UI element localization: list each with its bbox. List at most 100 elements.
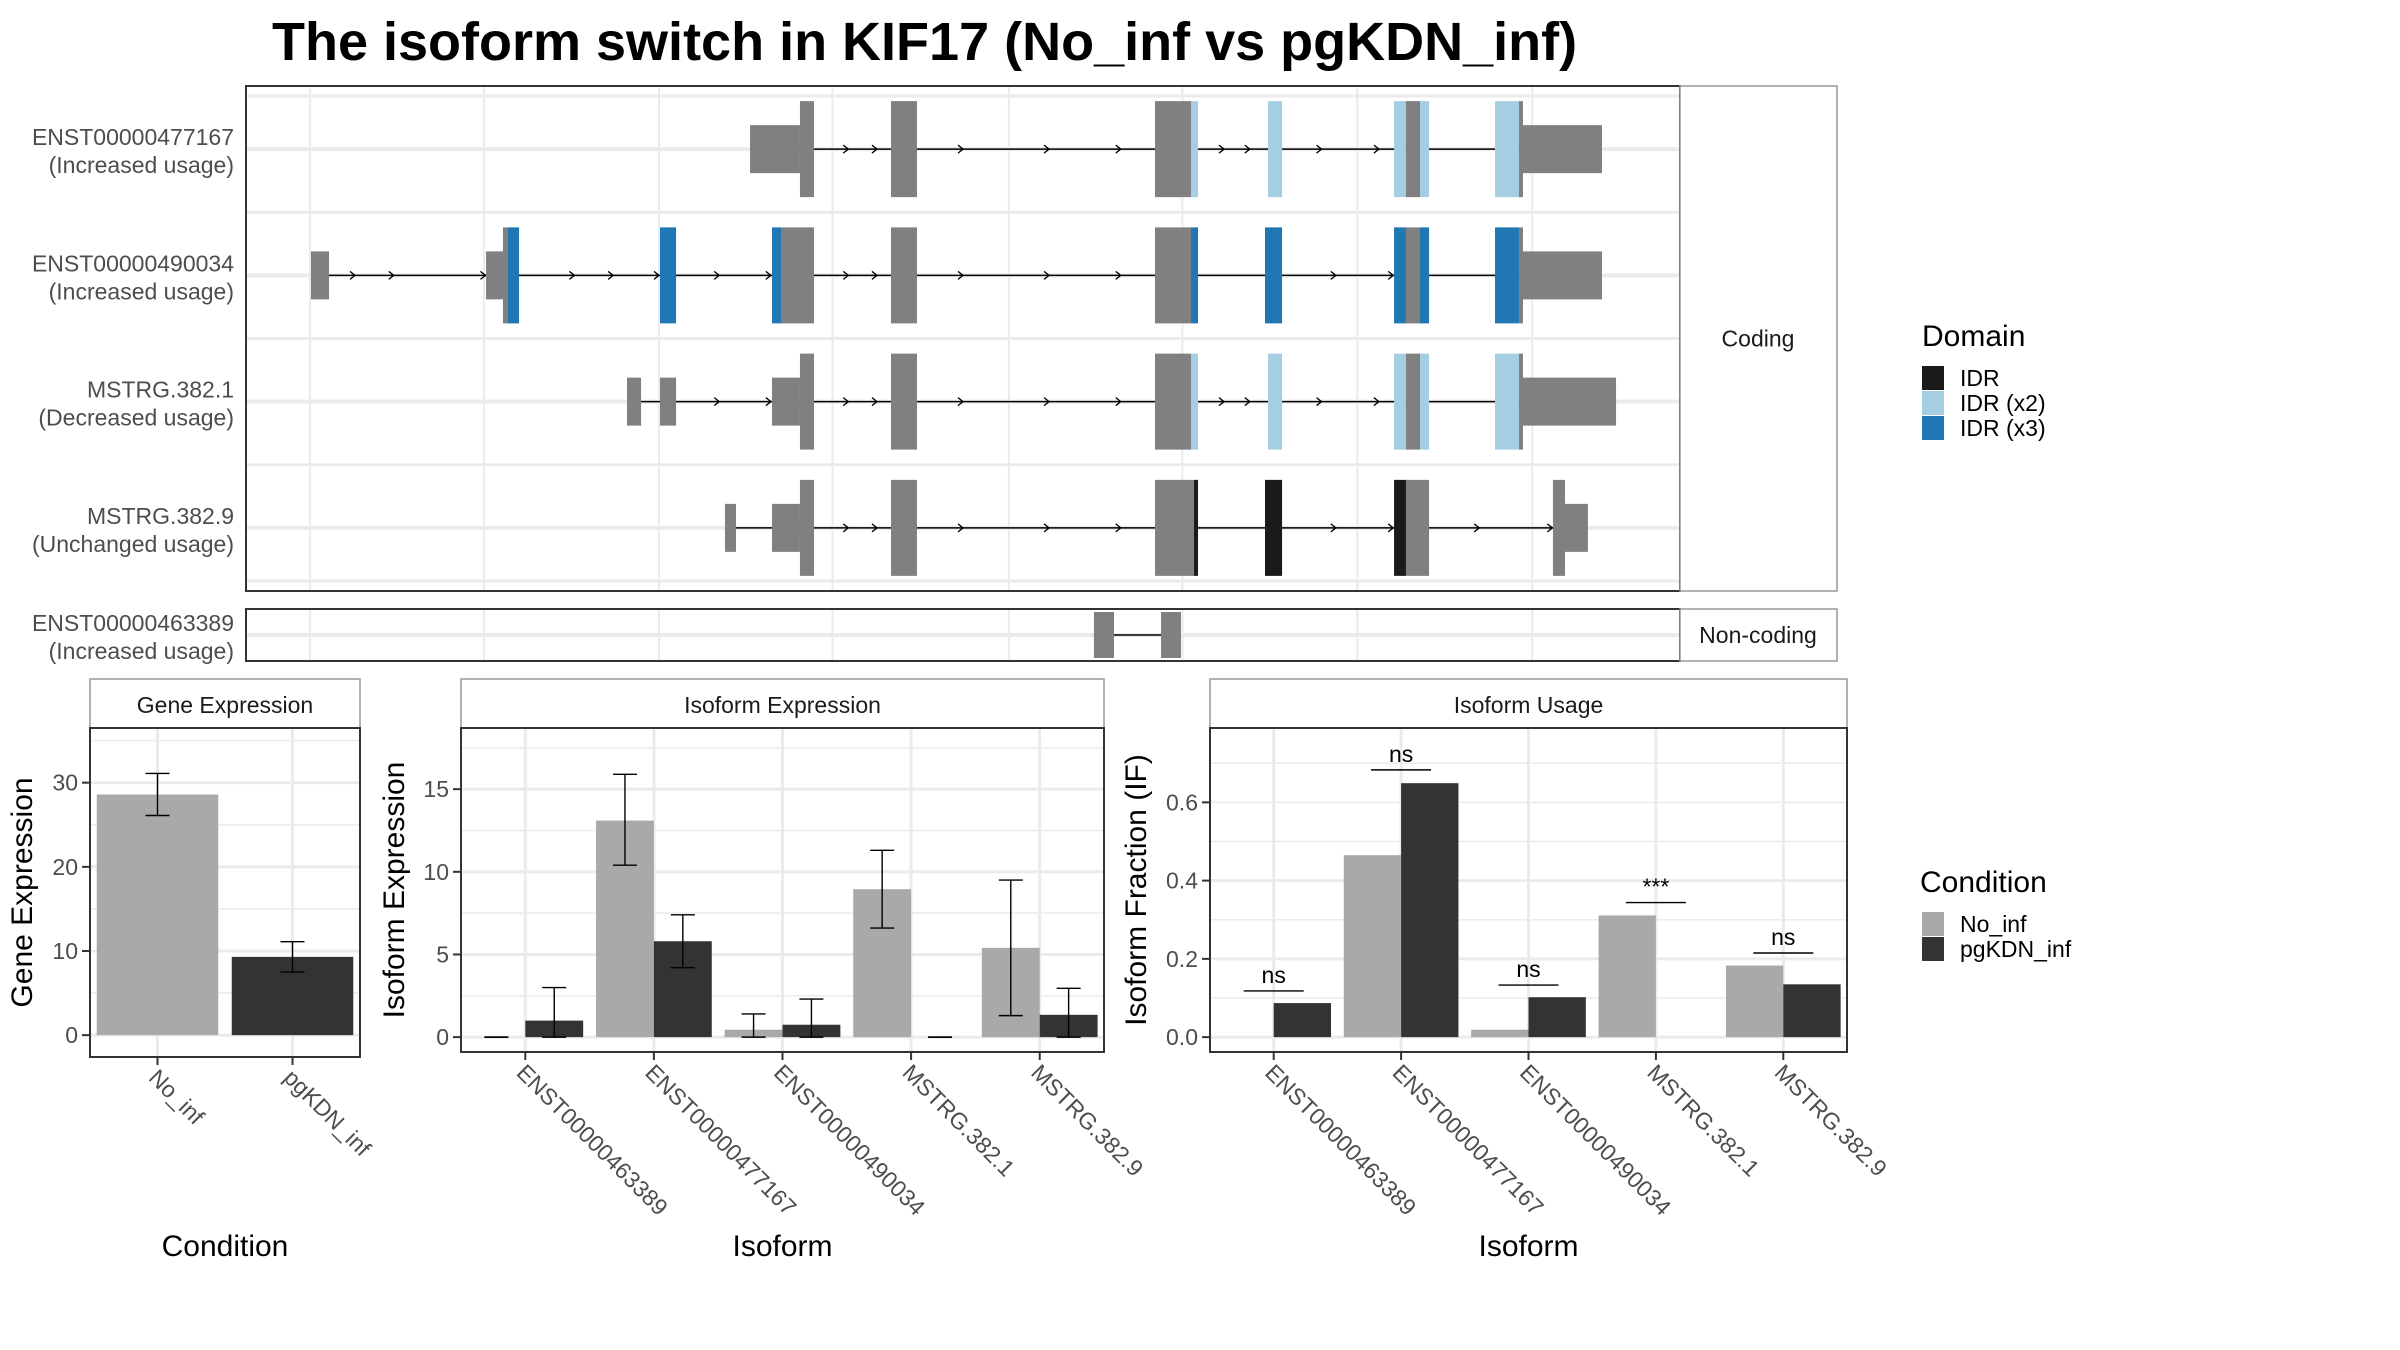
intron-direction-arrow [871, 144, 879, 154]
intron-direction-arrow [1043, 523, 1051, 533]
intron-direction-arrow [480, 270, 487, 280]
cds-exon [891, 101, 917, 198]
transcript-usage-label: (Unchanged usage) [32, 531, 234, 557]
y-axis-title: Isoform Expression [378, 762, 411, 1019]
panel-border [89, 727, 361, 1058]
cds-exon [1518, 101, 1523, 198]
cds-exon [1405, 227, 1421, 324]
y-tick-label: 0 [65, 1022, 78, 1048]
intron-direction-arrow [1373, 144, 1380, 154]
x-tick-label: No_inf [144, 1064, 210, 1130]
intron-direction-arrow [957, 397, 965, 407]
intron-direction-arrow [1330, 270, 1337, 280]
cds-exon [1552, 479, 1565, 576]
cds-exon [891, 353, 917, 450]
panel-strip [1209, 678, 1848, 729]
bar [1401, 783, 1459, 1038]
isoform-expression-chart: Isoform Expression051015ENST00000463389E… [378, 678, 1148, 1263]
intron-direction-arrow [1387, 523, 1395, 533]
panel-strip-title: Gene Expression [137, 692, 313, 718]
intron-direction-arrow [388, 270, 395, 280]
utr-exon [724, 503, 736, 552]
intron-direction-arrow [871, 523, 879, 533]
panel-strip [89, 678, 361, 729]
intron-direction-arrow [957, 270, 965, 280]
noncoding-strip-label: Non-coding [1699, 622, 1817, 648]
cds-exon [502, 227, 508, 324]
transcript-id-label: ENST00000477167 [32, 124, 234, 150]
transcript-row: ENST00000490034(Increased usage) [32, 227, 1680, 324]
transcript-usage-label: (Increased usage) [49, 278, 234, 304]
cds-exon [1518, 353, 1523, 450]
significance-label: ns [1389, 741, 1413, 767]
transcript-row: ENST00000477167(Increased usage) [32, 101, 1680, 198]
cds-exon [799, 353, 815, 450]
domain-legend-label: IDR [1960, 365, 2000, 391]
bar [96, 794, 219, 1036]
domain-exon-segment [1394, 353, 1406, 450]
y-tick-label: 10 [423, 859, 449, 885]
intron-direction-arrow [653, 270, 661, 280]
x-axis-title: Isoform [732, 1230, 832, 1263]
transcript-id-label: ENST00000490034 [32, 250, 234, 276]
cds-exon [1405, 479, 1430, 576]
intron-direction-arrow [1115, 397, 1122, 407]
intron-direction-arrow [765, 397, 772, 407]
domain-exon-segment [507, 227, 520, 324]
coding-strip-label: Coding [1722, 326, 1795, 352]
utr-exon [1564, 503, 1588, 552]
intron-direction-arrow [957, 523, 965, 533]
transcript-row: ENST00000463389(Increased usage) [32, 610, 1680, 664]
utr-exon [1522, 377, 1617, 426]
transcript-usage-label: (Increased usage) [49, 638, 234, 664]
cds-exon [891, 479, 917, 576]
transcript-id-label: MSTRG.382.9 [87, 503, 234, 529]
domain-exon-segment [1420, 353, 1430, 450]
x-tick-label: pgKDN_inf [279, 1064, 376, 1161]
cds-exon [1161, 612, 1181, 658]
cds-exon [1518, 227, 1523, 324]
domain-exon-segment [771, 227, 782, 324]
domain-exon-segment [1420, 227, 1430, 324]
bar [1783, 984, 1841, 1038]
intron-direction-arrow [1043, 144, 1051, 154]
intron-direction-arrow [842, 397, 850, 407]
bar [1725, 965, 1784, 1038]
coding-strip [1679, 85, 1838, 592]
condition-legend-key [1922, 912, 1944, 936]
y-tick-label: 10 [52, 938, 78, 964]
domain-legend-title: Domain [1922, 320, 2025, 353]
cds-exon [799, 101, 815, 198]
panel-strip [460, 678, 1105, 729]
domain-exon-segment [1191, 101, 1199, 198]
cds-exon [1405, 353, 1421, 450]
bar [1598, 915, 1656, 1038]
domain-legend-key [1922, 391, 1944, 415]
y-tick-label: 20 [52, 854, 78, 880]
intron-direction-arrow [713, 397, 721, 407]
utr-exon [627, 377, 642, 426]
cds-exon [891, 227, 917, 324]
cds-exon [799, 479, 815, 576]
transcript-usage-label: (Increased usage) [49, 152, 234, 178]
transcript-usage-label: (Decreased usage) [38, 405, 234, 431]
domain-exon-segment [1268, 101, 1283, 198]
x-axis-title: Isoform [1478, 1230, 1578, 1263]
bar [1343, 855, 1402, 1038]
cds-exon [1405, 101, 1421, 198]
intron-direction-arrow [1546, 523, 1554, 533]
panel-strip-title: Isoform Usage [1454, 692, 1604, 718]
condition-legend-label: pgKDN_inf [1960, 936, 2072, 962]
x-axis-title: Condition [162, 1230, 289, 1263]
domain-exon-segment [1265, 479, 1283, 576]
y-tick-label: 0 [436, 1024, 449, 1050]
domain-exon-segment [1394, 101, 1406, 198]
utr-exon [486, 251, 503, 300]
intron-direction-arrow [1316, 144, 1323, 154]
domain-exon-segment [1394, 227, 1406, 324]
y-tick-label: 0.6 [1166, 789, 1198, 815]
intron-direction-arrow [1373, 397, 1380, 407]
cds-exon [1155, 353, 1192, 450]
